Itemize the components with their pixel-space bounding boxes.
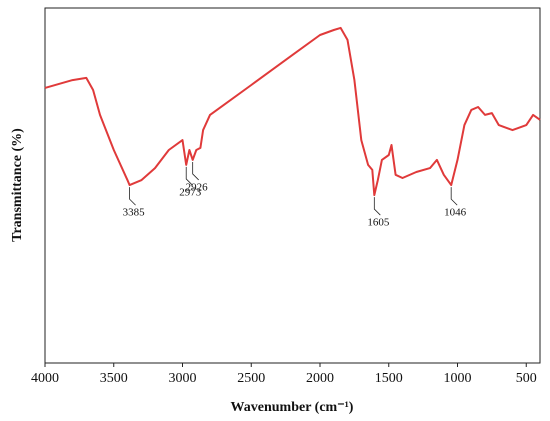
x-tick-label: 2000: [306, 371, 334, 386]
peak-leader: [129, 187, 136, 206]
x-tick-label: 500: [516, 371, 537, 386]
peak-label: 2926: [186, 181, 209, 193]
peak-leader: [373, 197, 381, 216]
peak-leader: [185, 166, 193, 186]
peak-label: 2973: [179, 186, 202, 198]
peak-label: 1605: [367, 217, 390, 229]
y-axis-title: Transmittance (%): [10, 128, 25, 242]
x-tick-label: 4000: [31, 371, 59, 386]
peak-label: 1046: [444, 207, 467, 219]
x-tick-label: 1500: [375, 371, 403, 386]
x-tick-label: 3500: [100, 371, 128, 386]
x-tick-label: 3000: [169, 371, 197, 386]
peak-leader: [450, 187, 458, 206]
x-tick-label: 1000: [444, 371, 472, 386]
x-tick-label: 2500: [237, 371, 265, 386]
peak-label: 3385: [123, 207, 146, 219]
plot-frame: [44, 7, 541, 364]
peak-leader: [192, 161, 199, 181]
x-axis-title: Wavenumber (cm⁻¹): [231, 400, 354, 415]
spectrum-line: [44, 26, 541, 197]
